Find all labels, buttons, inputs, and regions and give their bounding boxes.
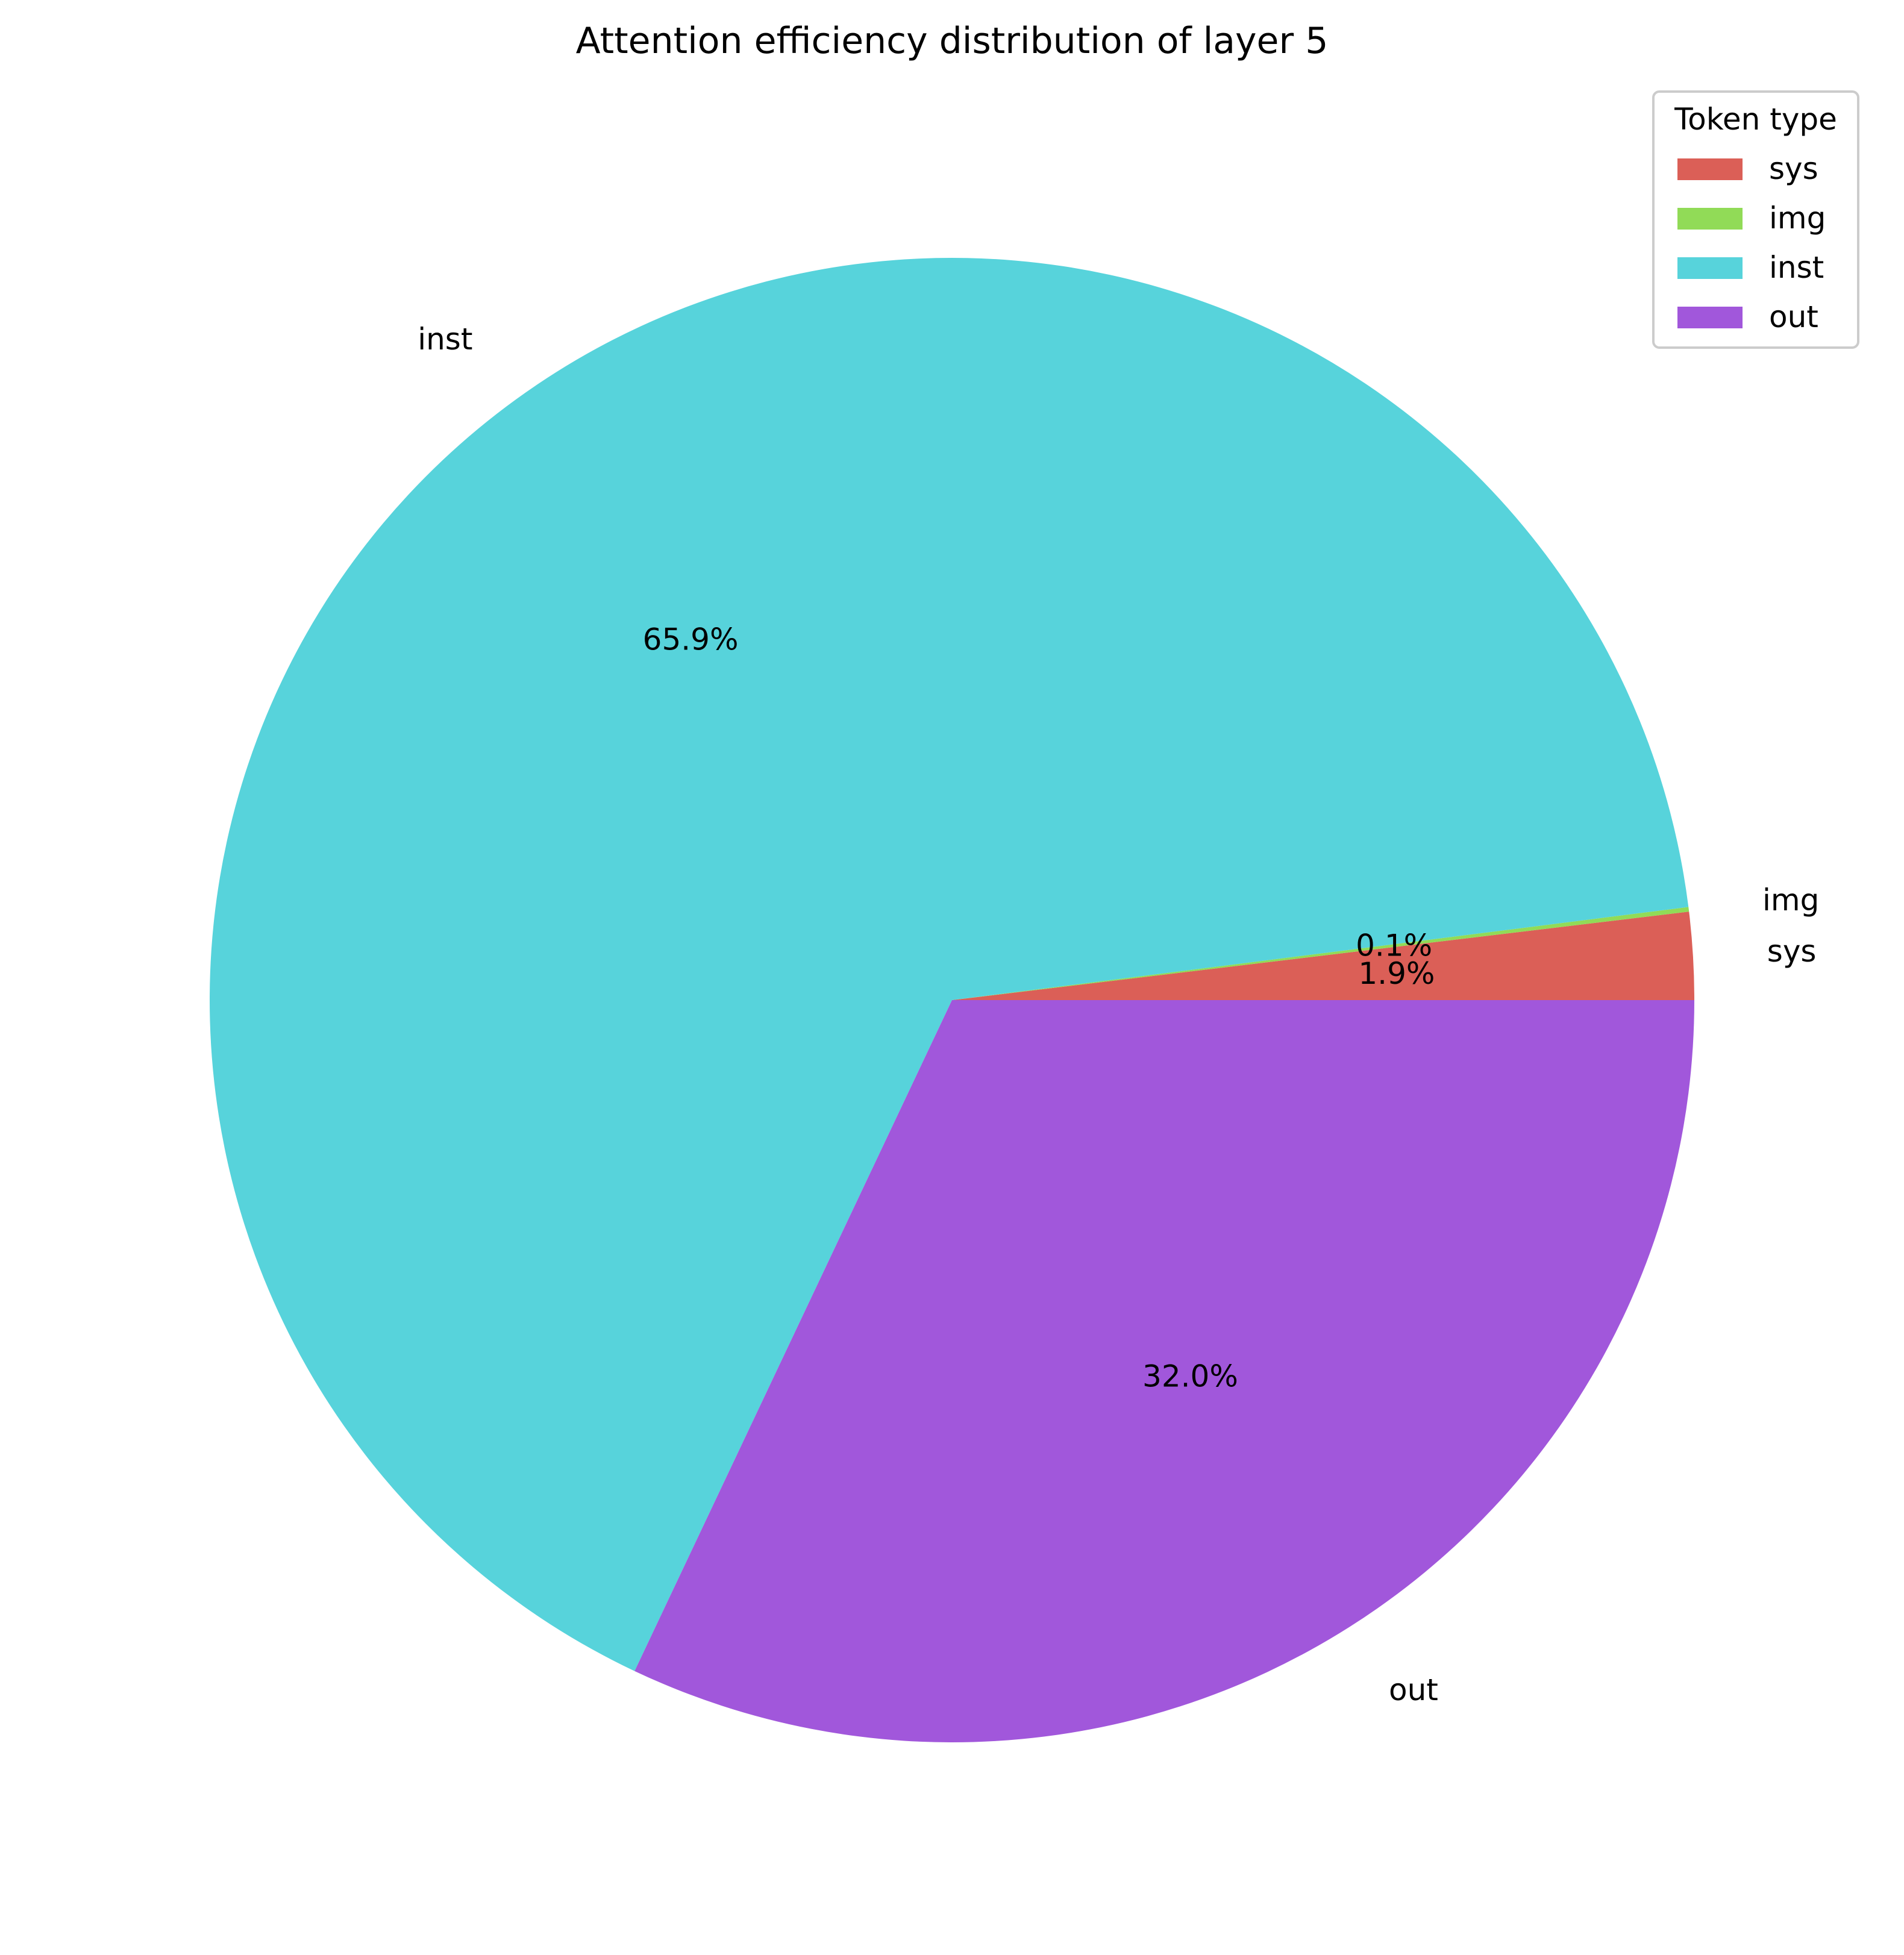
pie-percent-label-img: 0.1%: [1356, 928, 1432, 963]
legend: Token type sys img inst out: [1652, 90, 1859, 349]
pie-slice-sys: [952, 912, 1694, 1000]
legend-label-inst: inst: [1769, 250, 1824, 285]
legend-label-sys: sys: [1769, 151, 1818, 186]
legend-swatch-sys: [1677, 158, 1743, 180]
pie-percent-label-inst: 65.9%: [643, 622, 739, 657]
legend-swatch-img: [1677, 208, 1743, 230]
pie-slices: [210, 257, 1694, 1743]
legend-swatch-inst: [1677, 257, 1743, 279]
pie-percent-label-sys: 1.9%: [1358, 956, 1435, 991]
pie-percent-label-out: 32.0%: [1142, 1359, 1238, 1394]
pie-category-label-inst: inst: [418, 322, 472, 357]
chart-title: Attention efficiency distribution of lay…: [576, 20, 1329, 62]
pie-slice-labels: 1.9% sys 0.1% img 65.9% inst 32.0% out: [418, 322, 1819, 1707]
legend-frame: [1652, 90, 1859, 349]
pie-slice-inst: [210, 257, 1689, 1671]
legend-title: Token type: [1674, 102, 1837, 137]
pie-slice-out: [634, 1000, 1694, 1743]
pie-category-label-sys: sys: [1767, 934, 1817, 969]
legend-label-out: out: [1769, 299, 1818, 334]
legend-label-img: img: [1769, 201, 1826, 236]
pie-category-label-out: out: [1389, 1672, 1438, 1707]
legend-swatch-out: [1677, 307, 1743, 328]
pie-category-label-img: img: [1762, 883, 1819, 918]
pie-slice-img: [952, 907, 1689, 1000]
legend-items: sys img inst out: [1677, 151, 1826, 334]
